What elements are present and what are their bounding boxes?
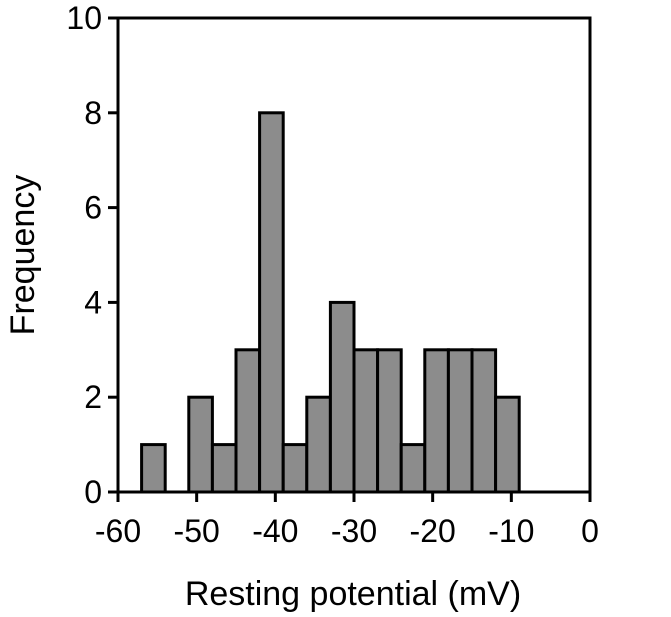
histogram-bar — [328, 300, 356, 494]
x-tick-label: -60 — [95, 513, 141, 549]
x-tick-label: 0 — [581, 513, 599, 549]
x-tick-label: -20 — [410, 513, 456, 549]
histogram-bar — [352, 348, 380, 494]
y-axis-label: Frequency — [4, 175, 42, 336]
histogram-bar — [423, 348, 450, 494]
histogram-bar — [446, 348, 474, 494]
x-tick-label: -50 — [174, 513, 220, 549]
histogram-bars — [140, 111, 521, 494]
histogram-bar — [187, 395, 214, 494]
y-tick-label: 6 — [84, 190, 102, 226]
histogram-bar — [234, 348, 262, 494]
histogram-bar — [399, 443, 427, 494]
y-tick-label: 8 — [84, 95, 102, 131]
histogram-bar — [281, 443, 309, 494]
x-tick-label: -10 — [488, 513, 534, 549]
histogram-bar — [210, 443, 238, 494]
y-tick-label: 4 — [84, 284, 102, 320]
x-tick-label: -40 — [252, 513, 298, 549]
ticks: -60 -50 -40 -30 -20 -10 0 0 2 4 6 8 10 — [66, 0, 598, 549]
x-axis-label: Resting potential (mV) — [185, 575, 521, 613]
histogram-bar — [305, 395, 332, 494]
y-tick-label: 10 — [66, 0, 102, 36]
histogram-bar — [140, 443, 167, 494]
y-tick-label: 0 — [84, 474, 102, 510]
y-tick-label: 2 — [84, 379, 102, 415]
histogram-bar — [258, 111, 285, 494]
x-tick-label: -30 — [331, 513, 377, 549]
histogram-bar — [376, 348, 403, 494]
histogram-bar — [494, 395, 521, 494]
histogram-bar — [470, 348, 498, 494]
